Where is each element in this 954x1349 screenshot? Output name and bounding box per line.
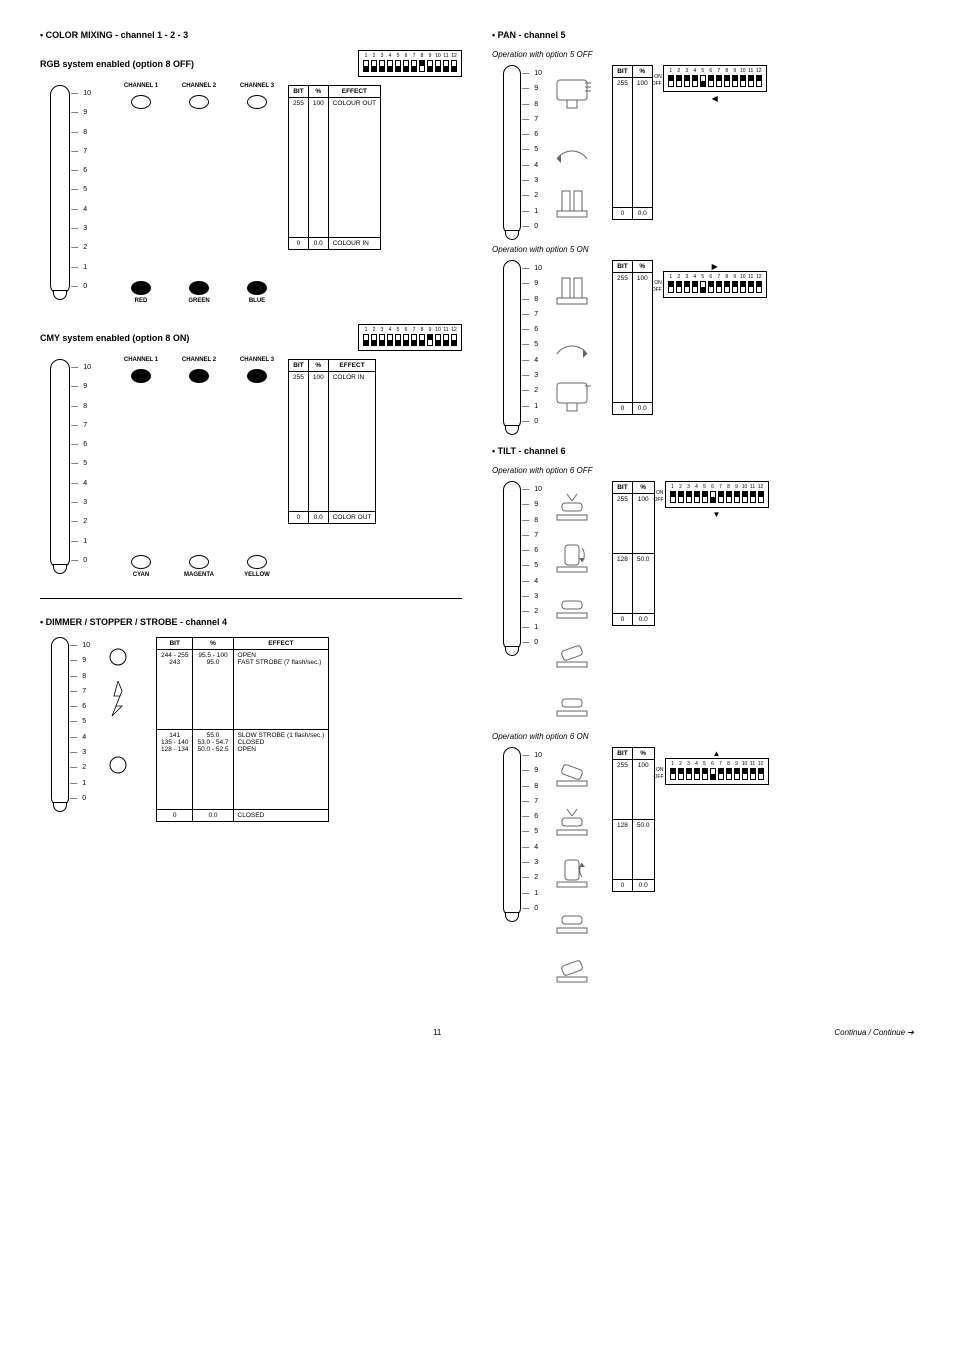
rgb-top-circle <box>131 95 151 109</box>
tilt-on-table: BIT% 255100 12850.0 00.0 <box>612 747 655 892</box>
rgb-label-blue: BLUE <box>234 298 280 304</box>
open-circle-icon <box>108 647 128 667</box>
rgb-table: BIT%EFFECT 255100COLOUR OUT 00.0COLOUR I… <box>288 85 381 250</box>
pan-off-sub: Operation with option 5 OFF <box>492 50 914 59</box>
pan-off-slider: 109876543210 <box>492 65 532 235</box>
cmy-top-circle <box>131 369 151 383</box>
pan-off-table: BIT% 255100 00.0 <box>612 65 653 220</box>
rgb-label-green: GREEN <box>176 298 222 304</box>
rgb-slider: 109876543210 <box>40 85 80 295</box>
continue-text: Continua / Continue ➔ <box>834 1028 914 1037</box>
cmy-label-magenta: MAGENTA <box>176 572 222 578</box>
cmy-label-cyan: CYAN <box>118 572 164 578</box>
pan-on-table: BIT% 255100 00.0 <box>612 260 653 415</box>
pan-on-slider: 109876543210 <box>492 260 532 430</box>
pan-off-dip: ONOFF 123456789101112 <box>663 65 767 92</box>
tilt-on-icons <box>542 747 602 988</box>
tilt-off-icons <box>542 481 602 722</box>
tilt-off-slider: 109876543210 <box>492 481 532 651</box>
pan-off-icons <box>542 65 602 223</box>
dimmer-slider: 109876543210 <box>40 637 80 807</box>
pan-on-dip: ONOFF 123456789101112 <box>663 271 767 298</box>
dimmer-icons <box>88 637 148 775</box>
strobe-icon <box>108 681 128 741</box>
dip-numbers: 123456789101112 <box>363 53 457 59</box>
pan-off-arrow-icon: ◀ <box>663 94 767 103</box>
rgb-dip: 123456789101112 <box>358 50 462 77</box>
closed-circle-icon <box>108 755 128 775</box>
cmy-table: BIT%EFFECT 255100COLOR IN 00.0COLOR OUT <box>288 359 376 524</box>
dimmer-title: • DIMMER / STOPPER / STROBE - channel 4 <box>40 617 462 627</box>
cmy-slider: 109876543210 <box>40 359 80 569</box>
color-mixing-title: • COLOR MIXING - channel 1 - 2 - 3 <box>40 30 462 40</box>
rgb-heading: RGB system enabled (option 8 OFF) <box>40 59 194 69</box>
rgb-bottom-shape <box>131 281 151 295</box>
pan-on-sub: Operation with option 5 ON <box>492 245 914 254</box>
rgb-channel-labels: CHANNEL 1 CHANNEL 2 CHANNEL 3 <box>118 83 280 89</box>
cmy-bottom-shape <box>131 555 151 569</box>
cmy-label-yellow: YELLOW <box>234 572 280 578</box>
cmy-heading: CMY system enabled (option 8 ON) <box>40 333 189 343</box>
cmy-channel-labels: CHANNEL 1 CHANNEL 2 CHANNEL 3 <box>118 357 280 363</box>
pan-title: • PAN - channel 5 <box>492 30 914 40</box>
tilt-on-dip: ONOFF 123456789101112 <box>665 758 769 785</box>
tilt-on-arrow-icon: ▲ <box>665 749 769 758</box>
tilt-on-slider: 109876543210 <box>492 747 532 917</box>
page-number: 11 <box>433 1028 441 1037</box>
pan-on-arrow-icon: ▶ <box>663 262 767 271</box>
pan-on-icons <box>542 260 602 418</box>
tilt-title: • TILT - channel 6 <box>492 446 914 456</box>
tilt-on-sub: Operation with option 6 ON <box>492 732 914 741</box>
tilt-off-dip: ONOFF 123456789101112 <box>665 481 769 508</box>
dimmer-table: BIT%EFFECT 244 - 255 243 95.5 - 100 95.0… <box>156 637 329 822</box>
tilt-off-sub: Operation with option 6 OFF <box>492 466 914 475</box>
tilt-off-table: BIT% 255100 12850.0 00.0 <box>612 481 655 626</box>
cmy-dip: 123456789101112 <box>358 324 462 351</box>
rgb-label-red: RED <box>118 298 164 304</box>
tilt-off-arrow-icon: ▼ <box>665 510 769 519</box>
